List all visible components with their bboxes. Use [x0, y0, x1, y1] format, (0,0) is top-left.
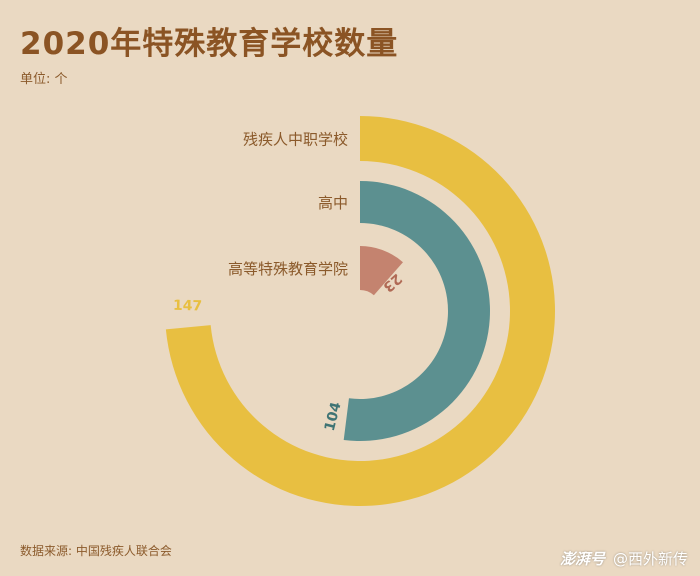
- category-label-high-school: 高中: [318, 194, 348, 212]
- data-source: 数据来源: 中国残疾人联合会: [20, 544, 172, 558]
- brand-account: @西外新传: [612, 550, 688, 568]
- bar-vocational: [165, 116, 555, 507]
- unit-label: 单位: 个: [20, 72, 68, 87]
- brand-watermark: 澎湃号 @西外新传: [560, 548, 688, 569]
- value-label-high-school: 104: [322, 400, 345, 433]
- value-label-vocational: 147: [173, 298, 203, 315]
- category-label-vocational: 残疾人中职学校: [243, 131, 348, 149]
- page-title: 2020年特殊教育学校数量: [20, 26, 399, 62]
- bar-college: [360, 246, 403, 296]
- brand-logo: 澎湃号: [559, 550, 605, 568]
- bar-high-school: [343, 181, 490, 441]
- category-label-college: 高等特殊教育学院: [228, 260, 348, 278]
